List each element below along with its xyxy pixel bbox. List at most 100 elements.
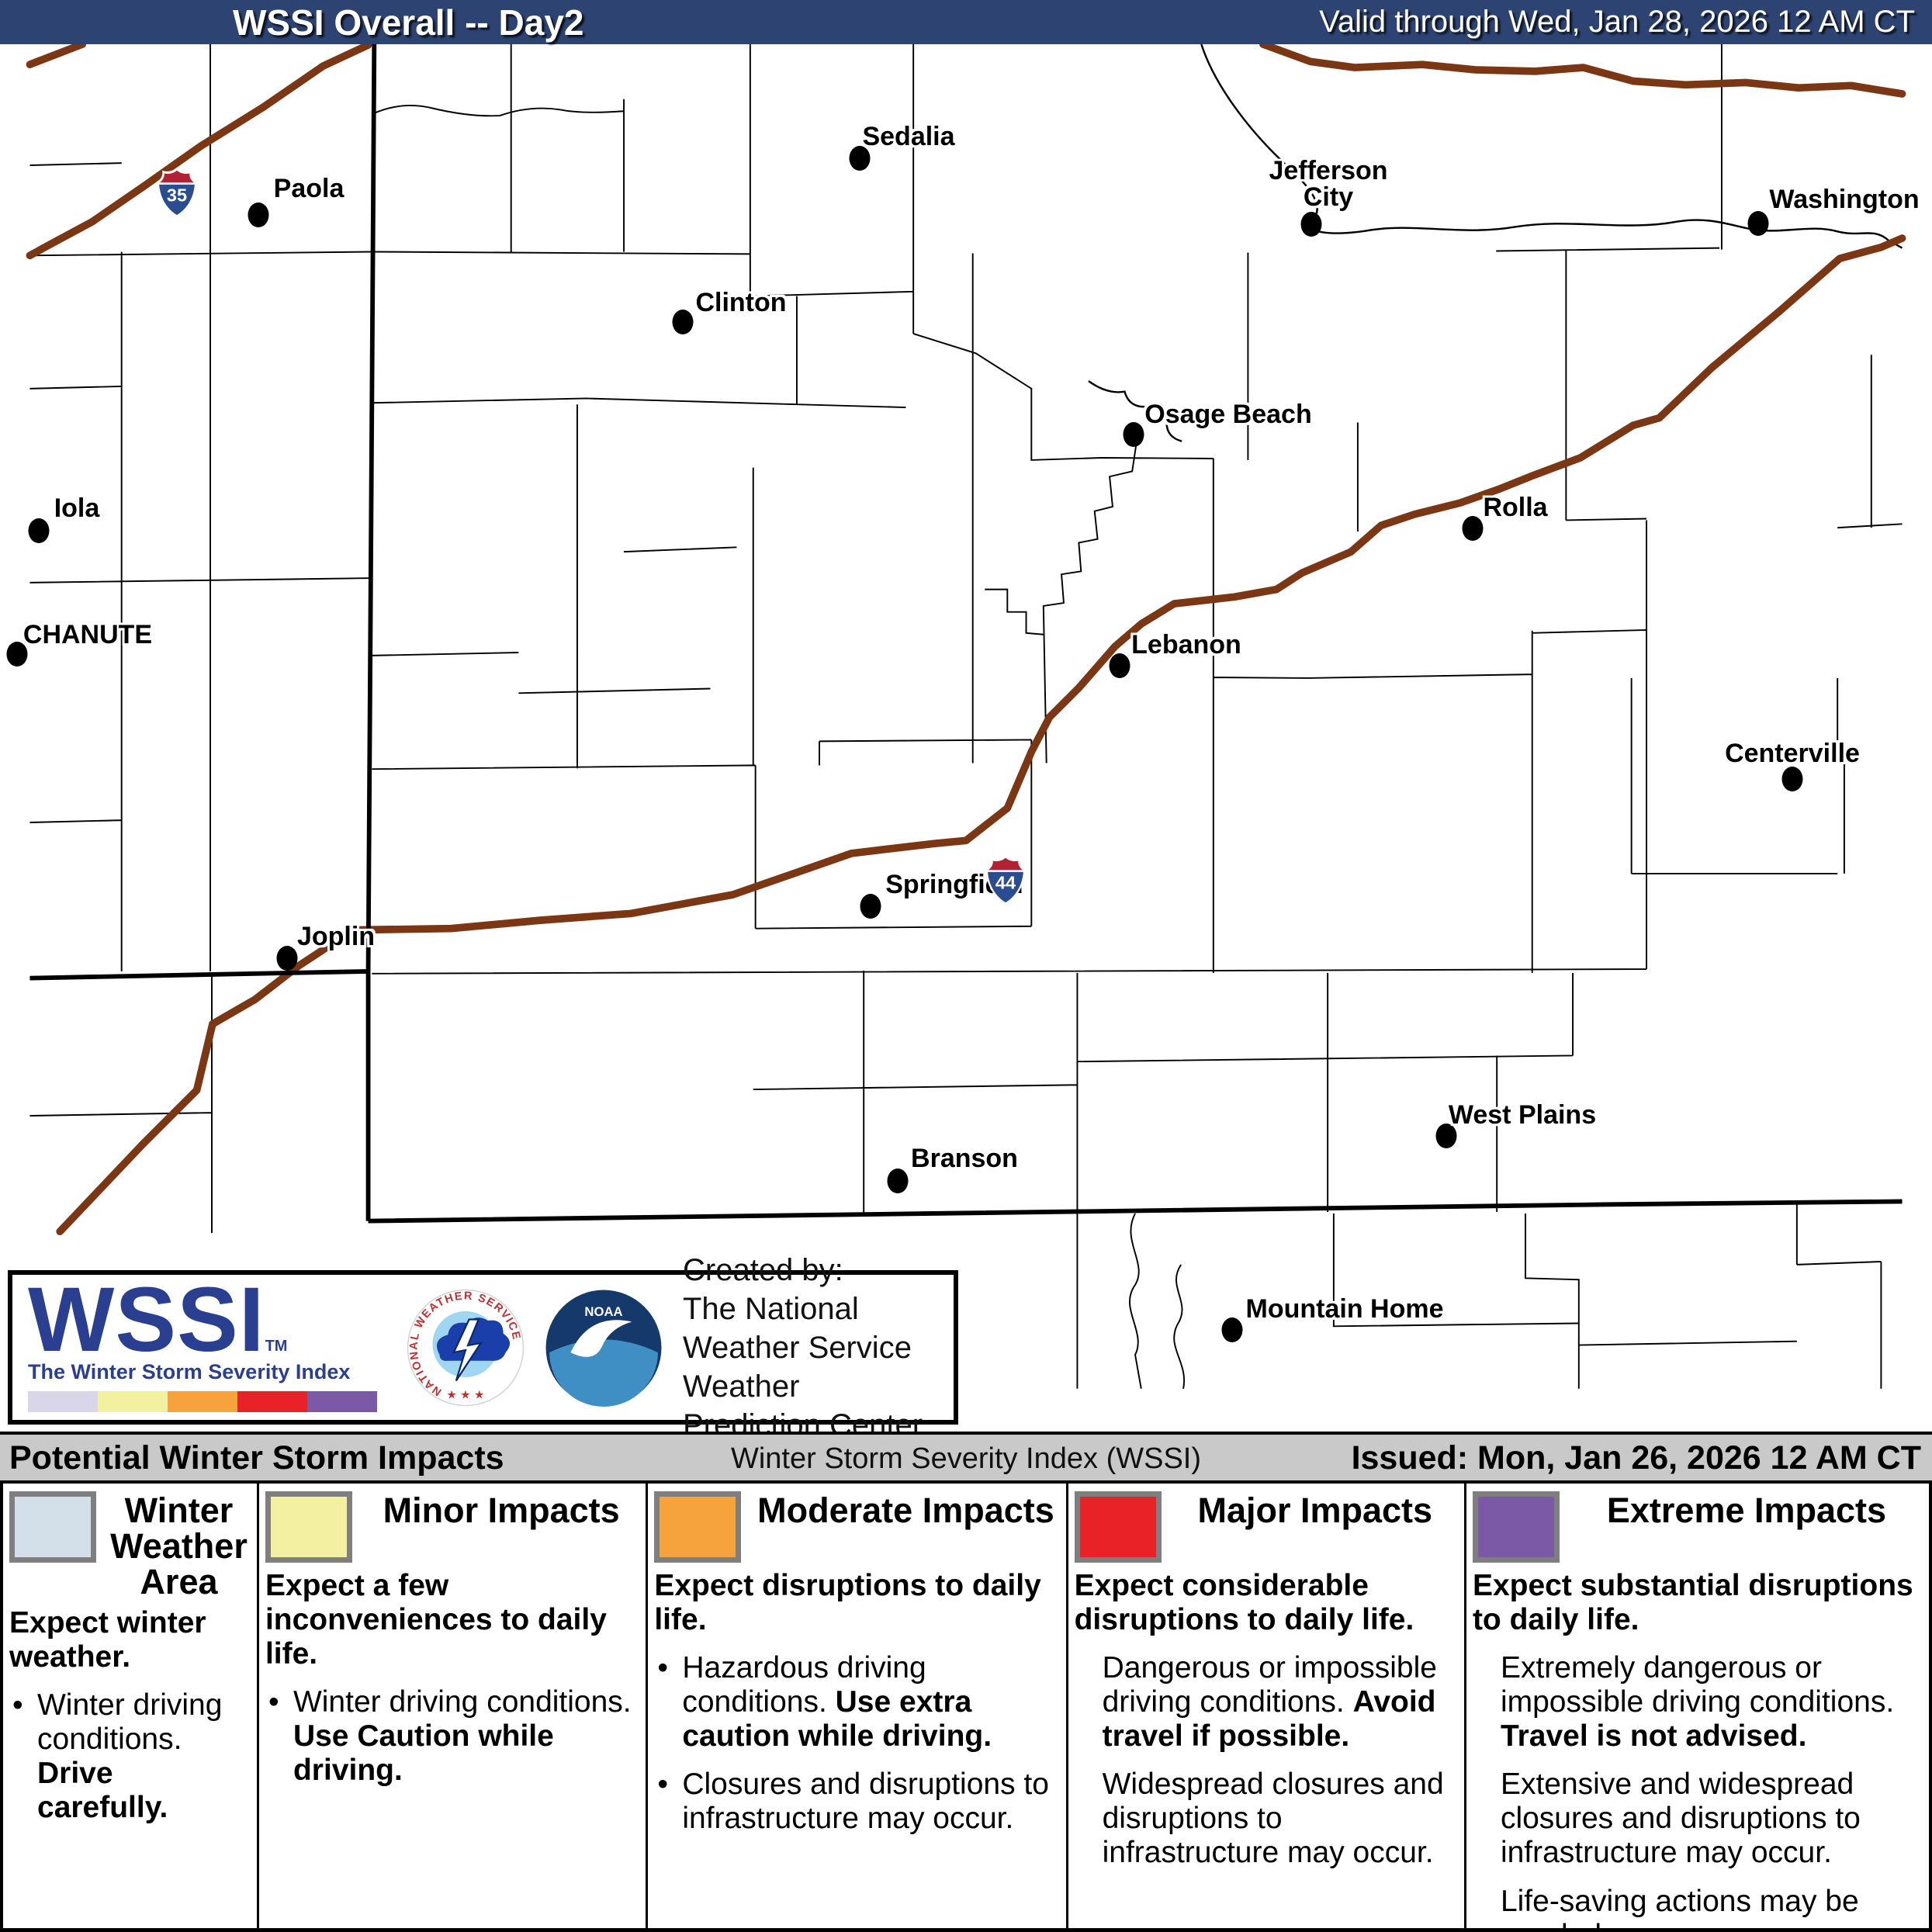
created-by-text: Created by: The National Weather Service… — [683, 1251, 938, 1445]
legend-item: Extensive and widespread closures and di… — [1473, 1768, 1923, 1870]
city-dot — [1781, 767, 1803, 791]
legend-item-text: Closures and disruptions to infrastructu… — [682, 1768, 1049, 1836]
city-label: Lebanon — [1131, 630, 1241, 660]
legend-item-bold: Use Caution while driving. — [293, 1719, 554, 1788]
city-dot — [1747, 211, 1769, 236]
issue-bar-subtitle: Winter Storm Severity Index (WSSI) — [730, 1442, 1201, 1475]
legend-column-winter-weather: Winter Weather Area Expect winter weathe… — [3, 1484, 259, 1928]
valid-through-text: Valid through Wed, Jan 28, 2026 12 AM CT — [1319, 5, 1915, 39]
created-line2: The National Weather Service — [683, 1291, 912, 1365]
interstate-44-shield: 44 — [980, 854, 1031, 907]
city-label: Osage Beach — [1144, 400, 1312, 429]
legend-item: Extremely dangerous or impossible drivin… — [1473, 1651, 1923, 1754]
interstate-35-shield: 35 — [151, 167, 203, 220]
noaa-label: NOAA — [584, 1304, 622, 1318]
legend-title: Winter Weather Area — [110, 1491, 248, 1601]
city-dot — [28, 518, 50, 543]
map-lines-svg — [26, 44, 1906, 1389]
created-line1: Created by: — [683, 1252, 843, 1287]
legend-item-text: Life-saving actions may be needed. — [1500, 1884, 1859, 1932]
legend-title: Moderate Impacts — [757, 1491, 1054, 1530]
legend-item-text: Dangerous or impossible driving conditio… — [1102, 1651, 1437, 1719]
wssi-wordmark: WSSI — [28, 1268, 265, 1371]
legend-title: Major Impacts — [1197, 1491, 1433, 1530]
legend-item: Hazardous driving conditions. Use extra … — [654, 1651, 1059, 1754]
city-dot — [860, 894, 881, 919]
city-label: West Plains — [1448, 1100, 1597, 1130]
river-line — [1088, 44, 1903, 442]
city-dot — [1123, 422, 1144, 447]
noaa-logo-icon: NOAA — [545, 1289, 663, 1407]
city-dot — [1300, 212, 1322, 237]
city-label: CHANUTE — [23, 620, 153, 649]
city-dot — [1221, 1317, 1243, 1342]
strip-color-extreme — [307, 1391, 377, 1413]
strip-color-major — [237, 1391, 307, 1413]
state-borders — [29, 44, 1903, 1224]
legend-item: Life-saving actions may be needed. — [1473, 1885, 1923, 1932]
legend-intro: Expect winter weather. — [9, 1605, 206, 1674]
legend-header: Moderate Impacts — [654, 1491, 1059, 1563]
page-title: WSSI Overall -- Day2 — [233, 2, 584, 43]
city-label: Paola — [273, 174, 345, 203]
legend-column-major: Major Impacts Expect considerable disrup… — [1068, 1484, 1466, 1928]
city-dot — [1462, 516, 1484, 541]
strip-color-winter — [28, 1391, 98, 1413]
credits-box: WSSITM The Winter Storm Severity Index N… — [8, 1253, 958, 1442]
city-label: Jefferson City — [1269, 156, 1388, 212]
legend-title: Minor Impacts — [383, 1491, 620, 1530]
issue-bar-title: Potential Winter Storm Impacts — [9, 1439, 504, 1477]
nws-stars: ★ ★ ★ — [446, 1388, 484, 1401]
major-impacts-swatch — [1074, 1491, 1162, 1563]
city-label: Centerville — [1725, 739, 1860, 768]
legend-item-bold: Avoid travel if possible. — [1102, 1685, 1436, 1754]
city-label: Sedalia — [862, 122, 955, 151]
city-dot — [849, 146, 871, 171]
city-label: Iola — [54, 493, 100, 523]
county-boundaries-missouri — [372, 44, 1903, 1214]
legend-header: Winter Weather Area — [9, 1491, 251, 1600]
legend-column-moderate: Moderate Impacts Expect disruptions to d… — [648, 1484, 1068, 1928]
legend-item-text: Winter driving conditions. — [293, 1685, 632, 1719]
legend-item: Widespread closures and disruptions to i… — [1075, 1768, 1458, 1870]
city-label: Washington — [1769, 185, 1920, 214]
city-dot — [672, 310, 694, 334]
legend-intro: Expect disruptions to daily life. — [654, 1569, 1041, 1637]
interstate-35-number: 35 — [167, 185, 187, 205]
legend-item-text: Widespread closures and disruptions to i… — [1102, 1768, 1444, 1870]
legend-intro: Expect substantial disruptions to daily … — [1472, 1569, 1913, 1637]
issue-bar: Potential Winter Storm Impacts Winter St… — [0, 1432, 1932, 1484]
strip-color-moderate — [168, 1391, 237, 1413]
legend-item: Closures and disruptions to infrastructu… — [654, 1768, 1059, 1836]
city-label: Clinton — [695, 288, 787, 317]
city-dot — [887, 1169, 909, 1193]
legend-item-bold: Use extra caution while driving. — [682, 1685, 992, 1754]
city-dot — [6, 642, 28, 667]
legend-column-extreme: Extreme Impacts Expect substantial disru… — [1466, 1484, 1929, 1932]
city-label: Joplin — [296, 922, 376, 951]
moderate-impacts-swatch — [654, 1491, 742, 1563]
city-label: Branson — [911, 1144, 1018, 1173]
legend-header: Minor Impacts — [265, 1491, 639, 1563]
interstate-roads — [26, 44, 1906, 1236]
minor-impacts-swatch — [265, 1491, 352, 1563]
impact-legend: Winter Weather Area Expect winter weathe… — [0, 1484, 1932, 1932]
legend-item-text: Extremely dangerous or impossible drivin… — [1500, 1651, 1895, 1719]
city-dot — [248, 203, 269, 227]
wssi-tagline: The Winter Storm Severity Index — [28, 1360, 351, 1384]
legend-title: Extreme Impacts — [1606, 1491, 1887, 1530]
city-label: Rolla — [1483, 493, 1548, 522]
extreme-impacts-swatch — [1472, 1491, 1560, 1563]
city-label: Mountain Home — [1245, 1294, 1444, 1324]
nws-logo-icon: NATIONAL WEATHER SERVICE ★ ★ ★ — [407, 1289, 525, 1407]
legend-item-text: Extensive and widespread closures and di… — [1500, 1768, 1861, 1870]
city-dot — [276, 946, 298, 971]
issue-bar-issued: Issued: Mon, Jan 26, 2026 12 AM CT — [1351, 1439, 1921, 1477]
legend-intro: Expect a few inconveniences to daily lif… — [265, 1569, 607, 1671]
wssi-logo: WSSITM The Winter Storm Severity Index — [28, 1274, 386, 1413]
winter-weather-swatch — [9, 1491, 96, 1563]
wssi-color-strip — [28, 1391, 386, 1413]
interstate-44-number: 44 — [995, 872, 1016, 892]
legend-intro: Expect considerable disruptions to daily… — [1074, 1569, 1414, 1637]
